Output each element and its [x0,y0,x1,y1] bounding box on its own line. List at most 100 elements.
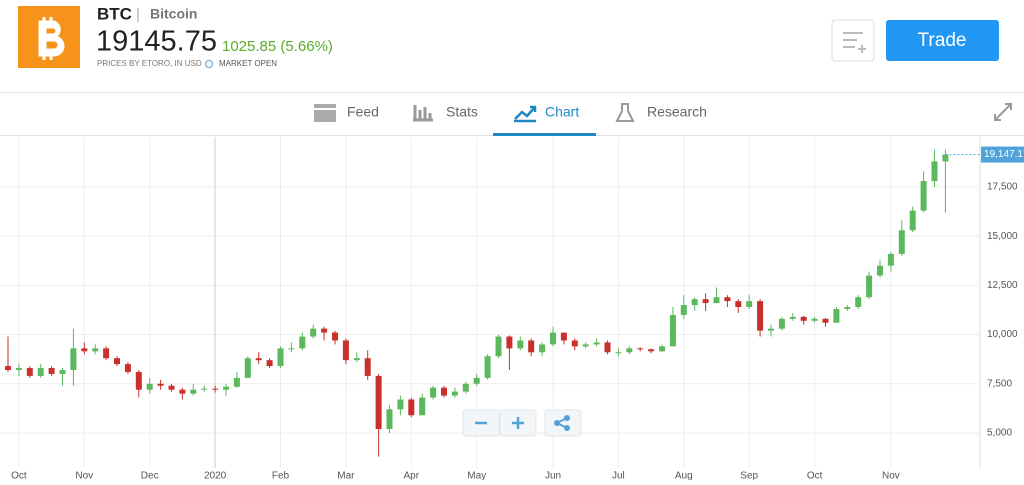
share-dot [564,415,570,421]
x-tick-label: Feb [272,471,290,480]
trade-button[interactable] [886,20,999,61]
tab[interactable]: Feed [347,104,379,120]
x-tick-label: Nov [75,471,93,480]
candle-body [473,377,480,384]
candle-body [855,297,862,308]
candle-body [702,299,709,304]
candle-body [277,348,284,367]
candle-body [92,348,99,352]
candle-body [408,399,415,416]
candle-body [735,301,742,308]
candle-body [517,340,524,349]
tab[interactable]: Research [647,104,707,120]
candle-body [560,332,567,341]
candle-body [168,385,175,390]
plus-icon [512,417,524,429]
candle-body [495,336,502,357]
candle-body [37,368,44,376]
candle-body [364,358,371,376]
candle-body [233,377,240,387]
candle-body [615,352,622,354]
candle-body [778,318,785,329]
candle-body [626,348,633,353]
candle-body [430,387,437,398]
candle-body [833,308,840,323]
trade-label: Trade [918,30,967,51]
candle-body [103,348,110,359]
fullscreen-button[interactable] [994,103,1012,121]
candle-body [299,336,306,349]
y-tick-label: 17,500 [987,182,1018,193]
market-status: MARKET OPEN [219,59,277,68]
candle-body [931,161,938,182]
price-change: 1025.85 (5.66%) [222,38,333,55]
candle-body [342,340,349,361]
candle-body [866,275,873,298]
candle-body [244,358,251,378]
tab-bar [0,92,1024,136]
candle-body [59,369,66,374]
x-tick-label: Nov [882,471,900,480]
candle-body [310,328,317,337]
candle-body [593,342,600,345]
share-button[interactable] [544,409,582,437]
x-tick-label: 2020 [204,471,227,480]
x-tick-label: Oct [807,471,823,480]
candle-body [724,297,731,302]
candle-body [190,389,197,394]
x-tick-label: Oct [11,471,27,480]
candle-body [451,391,458,396]
candle-body [571,340,578,347]
y-tick-label: 10,000 [987,329,1018,340]
research-icon [615,103,635,122]
y-tick-label: 5,000 [987,428,1012,439]
last-price-label: 19,147.17 [984,149,1024,160]
candle-body [539,344,546,353]
candle-body [887,253,894,266]
candle-body [146,383,153,390]
tab[interactable]: Stats [446,104,478,120]
price-source: PRICES BY ETORO, IN USD [97,59,202,68]
candle-body [484,356,491,378]
candle-body [288,348,295,350]
watchlist-icon [843,32,866,53]
candle-body [877,265,883,276]
x-tick-label: May [467,471,486,480]
candle-body [713,297,720,304]
y-tick-label: 15,000 [987,231,1018,242]
candle-body [506,336,513,349]
candle-body [550,332,556,345]
x-tick-label: Dec [141,471,159,480]
candle-body [528,340,535,353]
candle-body [26,368,33,376]
y-tick-label: 12,500 [987,280,1018,291]
candle-body [321,328,328,333]
last-price-box [981,146,1024,163]
candle-body [746,301,753,308]
candle-body [898,230,905,254]
candle-body [255,358,262,361]
candle-body [419,397,426,416]
candle-body [201,388,208,390]
candle-body [332,332,338,341]
x-tick-label: Aug [675,471,693,480]
price: 19145.75 [96,26,217,58]
candle-body [81,348,88,352]
share-dot [564,425,570,431]
candle-body [789,316,796,319]
candle-body [70,348,77,370]
share-dot [554,420,560,426]
candle-body [648,349,655,352]
candle-body [5,366,11,370]
candle-body [353,358,360,361]
candle-body [266,360,273,367]
candle-body [604,342,611,353]
candle-body [844,307,851,309]
tab-underline [493,133,596,136]
candle-body [375,375,382,430]
symbol: BTC [97,4,132,23]
candle-body [637,348,644,350]
tab-active[interactable]: Chart [545,104,579,120]
x-tick-label: Apr [404,471,420,480]
